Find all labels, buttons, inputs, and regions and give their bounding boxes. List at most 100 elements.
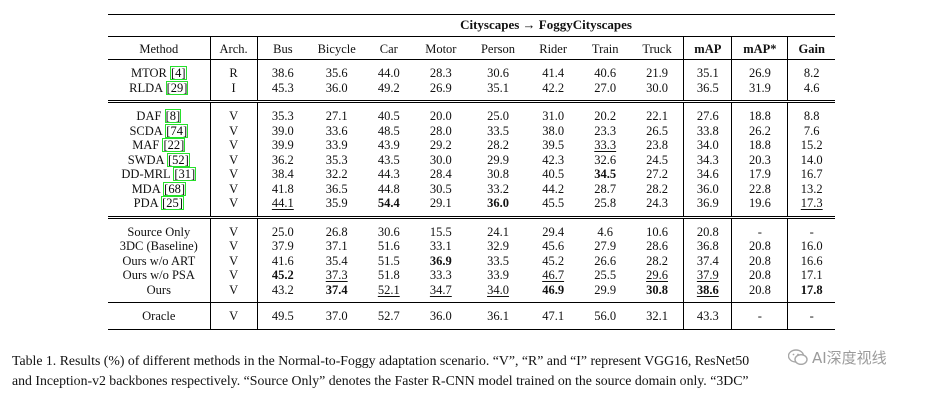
- value-cell: 10.6: [630, 215, 684, 239]
- value-cell: 44.8: [377, 181, 400, 196]
- value-cell: 20.0: [412, 100, 470, 124]
- table-row: 3DC (Baseline) V 37.9 37.1 51.6 33.1 32.9 45.6 2…: [108, 239, 835, 254]
- value-cell: 36.9: [429, 253, 452, 268]
- value-cell: 43.2: [256, 282, 309, 303]
- value-cell: 20.2: [579, 100, 631, 124]
- value-cell: 38.6: [256, 59, 309, 81]
- method-cell: DAF [8]: [108, 100, 211, 124]
- value-cell: 28.3: [429, 66, 452, 80]
- value-cell: 34.5: [594, 167, 617, 181]
- value-cell: 26.2: [731, 123, 788, 138]
- method-cell: Oracle: [108, 302, 211, 330]
- citation-link[interactable]: [8]: [164, 109, 182, 123]
- value-cell: 25.0: [256, 215, 309, 239]
- value-cell: 45.2: [542, 253, 565, 268]
- value-cell: 32.9: [487, 239, 509, 253]
- value-cell: 20.8: [731, 239, 788, 254]
- method-name: MDA: [131, 181, 161, 196]
- value-cell: 29.1: [429, 196, 452, 210]
- column-header: Bus: [256, 35, 309, 60]
- value-cell: 35.9: [325, 196, 348, 210]
- citation-link[interactable]: [52]: [167, 152, 190, 167]
- value-cell: 43.3: [683, 302, 732, 330]
- value-cell: 29.2: [429, 138, 452, 152]
- value-cell: 33.5: [487, 123, 509, 138]
- citation-link[interactable]: [31]: [173, 167, 197, 181]
- value-cell: 20.8: [731, 282, 788, 303]
- value-cell: 37.4: [325, 282, 348, 297]
- value-cell: 26.6: [594, 253, 617, 268]
- value-cell: 31.9: [731, 80, 788, 102]
- value-cell: 30.8: [646, 282, 668, 297]
- value-cell: 15.5: [412, 215, 470, 239]
- citation-number: 68: [168, 181, 181, 196]
- citation-link[interactable]: [29]: [165, 80, 189, 95]
- value-cell: 17.1: [787, 268, 835, 283]
- table-row: SCDA [74] V 39.0 33.6 48.5 28.0 33.5 38.0 23.3 26…: [108, 123, 835, 139]
- value-cell: 20.3: [731, 152, 788, 167]
- value-cell: 30.5: [429, 181, 452, 196]
- column-header: Person: [469, 35, 527, 60]
- value-cell: 13.2: [787, 181, 835, 196]
- value-cell: 32.1: [630, 302, 684, 330]
- arch-cell: V: [209, 215, 258, 239]
- value-cell: 54.4: [377, 196, 400, 210]
- table-title: Cityscapes → FoggyCityscapes: [257, 14, 835, 36]
- value-cell: 46.7: [542, 268, 565, 282]
- method-cell: 3DC (Baseline): [108, 239, 210, 254]
- value-cell: 17.3: [787, 196, 835, 217]
- table-row: Ours w/o ART V 41.6 35.4 51.5 36.9 33.5 45.2 26.…: [108, 253, 835, 268]
- table-row: MTOR [4] R 38.6 35.6 44.0 28.3 30.6 41.4 40.6 21.…: [108, 59, 835, 81]
- method-cell: SCDA [74]: [108, 123, 210, 139]
- value-cell: 36.1: [469, 302, 527, 330]
- value-cell: 7.6: [787, 123, 835, 138]
- value-cell: 35.1: [487, 80, 509, 95]
- column-header: Car: [365, 35, 413, 60]
- value-cell: 18.8: [731, 138, 788, 153]
- value-cell: 41.4: [542, 66, 565, 80]
- value-cell: 20.8: [683, 215, 732, 239]
- results-table: Cityscapes → FoggyCityscapes Method Arch.…: [108, 14, 835, 330]
- value-cell: 45.6: [542, 239, 565, 253]
- wechat-bubble-icon: [788, 349, 808, 366]
- value-cell: 18.8: [731, 100, 788, 124]
- value-cell: 35.4: [325, 253, 348, 268]
- value-cell: -: [787, 215, 835, 239]
- value-cell: 25.0: [469, 100, 527, 124]
- value-cell: 45.3: [256, 80, 309, 102]
- value-cell: 46.9: [542, 282, 565, 297]
- value-cell: 37.0: [308, 302, 366, 330]
- value-cell: 30.8: [487, 167, 509, 181]
- value-cell: 27.2: [646, 167, 668, 181]
- value-cell: 42.3: [542, 152, 565, 167]
- column-header: Motor: [412, 35, 470, 60]
- citation-link[interactable]: [74]: [165, 123, 189, 138]
- value-cell: 37.9: [683, 268, 732, 283]
- value-cell: 45.2: [256, 268, 309, 283]
- value-cell: 25.8: [594, 196, 617, 210]
- citation-number: 29: [170, 80, 184, 95]
- value-cell: 34.7: [429, 282, 452, 297]
- citation-link[interactable]: [25]: [161, 196, 184, 210]
- value-cell: 19.6: [731, 196, 788, 217]
- arch-cell: V: [209, 239, 258, 254]
- value-cell: 43.9: [377, 138, 400, 152]
- value-cell: 8.8: [787, 100, 835, 124]
- value-cell: 52.1: [377, 282, 400, 297]
- value-cell: 40.5: [542, 167, 565, 181]
- citation-link[interactable]: [4]: [170, 66, 187, 80]
- method-cell: MTOR [4]: [108, 60, 210, 81]
- arch-cell: I: [209, 80, 258, 102]
- table-row: Ours w/o PSA V 45.2 37.3 51.8 33.3 33.9 46.7 25.…: [108, 268, 835, 283]
- value-cell: 34.6: [683, 167, 732, 182]
- value-cell: 17.8: [787, 282, 835, 303]
- value-cell: 38.6: [683, 282, 732, 303]
- value-cell: 32.2: [325, 167, 348, 181]
- citation-number: 25: [166, 196, 179, 210]
- citation-link[interactable]: [68]: [163, 181, 187, 196]
- value-cell: 4.6: [579, 215, 631, 239]
- citation-link[interactable]: [22]: [162, 138, 186, 152]
- value-cell: 33.3: [429, 268, 452, 282]
- value-cell: 23.8: [646, 138, 668, 152]
- table-row: RLDA [29] I 45.3 36.0 49.2 26.9 35.1 42.2 27.0 30…: [108, 80, 835, 102]
